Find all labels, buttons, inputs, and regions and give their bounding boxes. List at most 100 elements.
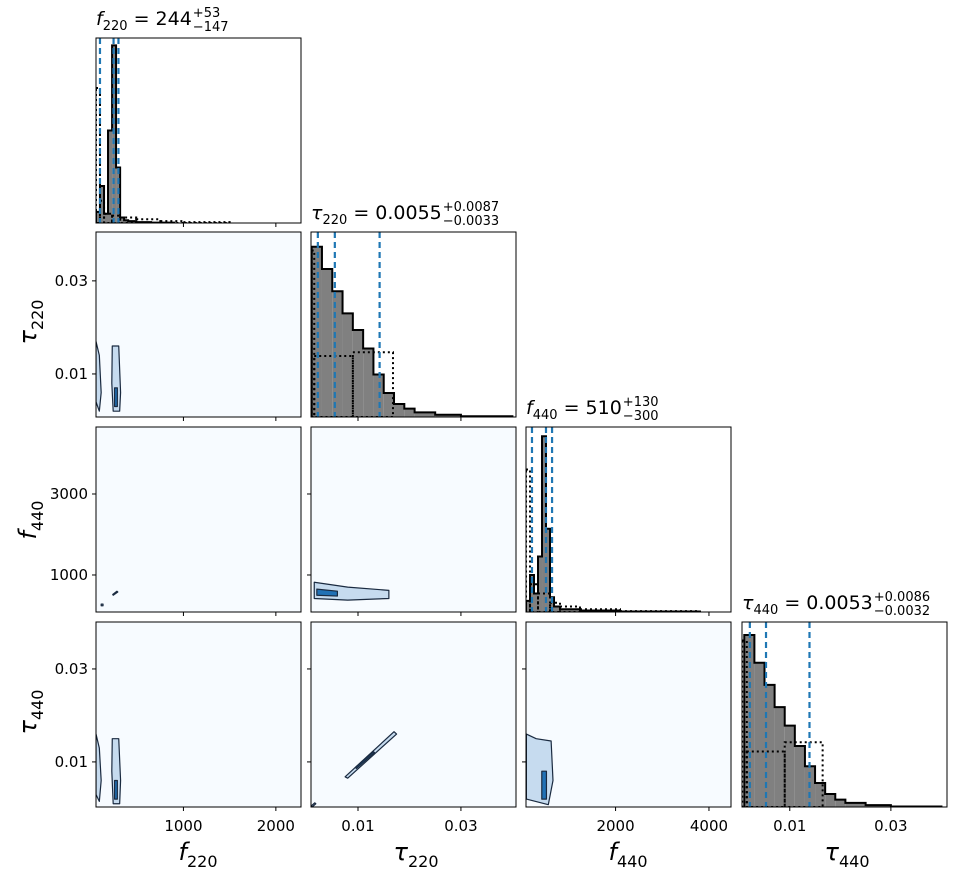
panel-frame xyxy=(525,621,732,808)
hist-bar xyxy=(526,600,531,612)
y-axis-label: f440 xyxy=(14,501,47,540)
title-upper: +0.0086 xyxy=(874,590,930,605)
panel-background xyxy=(526,427,731,612)
subscript: 440 xyxy=(28,501,47,532)
contour xyxy=(113,387,118,408)
panel-frame xyxy=(741,621,948,808)
panel xyxy=(526,427,731,612)
y-tick-label: 0.03 xyxy=(55,660,88,678)
x-tick-label: 0.03 xyxy=(874,817,907,835)
prior-bar xyxy=(526,468,532,612)
subscript: 440 xyxy=(28,690,47,721)
symbol: f xyxy=(526,397,536,419)
hist-bar xyxy=(99,186,105,223)
hist-bar xyxy=(754,662,765,807)
hist-bar xyxy=(530,575,534,612)
contour xyxy=(100,603,104,607)
subscript: 220 xyxy=(408,852,439,871)
contour xyxy=(541,770,548,800)
title-value: = 510 xyxy=(558,397,622,419)
hist-bar xyxy=(108,130,113,223)
hist-bar xyxy=(321,269,333,417)
hist-outline xyxy=(526,435,701,612)
hist-bar xyxy=(545,528,551,612)
panel xyxy=(96,38,301,223)
symbol: τ xyxy=(14,330,42,345)
subscript: 220 xyxy=(28,300,47,331)
panel-background xyxy=(96,232,301,417)
panel-title: τ440 = 0.0053 xyxy=(742,592,873,618)
panel-background xyxy=(96,38,301,223)
panel-frame xyxy=(310,621,517,808)
title-value: = 0.0053 xyxy=(778,592,872,614)
prior-bar xyxy=(783,741,824,807)
x-tick-label: 0.01 xyxy=(773,817,806,835)
contour xyxy=(112,590,119,596)
hist-bar xyxy=(845,802,866,807)
prior-bar xyxy=(311,249,316,417)
y-axis-label: τ220 xyxy=(14,300,47,345)
panel-title: f220 = 244 xyxy=(96,8,192,34)
panel xyxy=(96,232,301,417)
y-tick-label: 3000 xyxy=(50,485,88,503)
panel xyxy=(96,427,301,612)
hist-bar xyxy=(744,634,755,807)
panel-frame xyxy=(95,37,302,224)
panel-frame xyxy=(95,426,302,613)
hist-bar xyxy=(784,725,795,807)
y-tick-label: 1000 xyxy=(50,566,88,584)
symbol: τ xyxy=(394,838,409,866)
panel xyxy=(742,622,947,807)
y-tick-label: 0.01 xyxy=(55,753,88,771)
subscript: 440 xyxy=(533,408,558,423)
title-lower: −300 xyxy=(623,409,659,424)
subscript: 220 xyxy=(187,852,218,871)
subscript: 220 xyxy=(322,213,347,228)
hist-bar xyxy=(104,213,109,223)
panel-frame xyxy=(310,231,517,418)
panel-background xyxy=(96,622,301,807)
hist-bar xyxy=(311,246,322,417)
x-axis-label: f220 xyxy=(179,838,218,871)
hist-bar xyxy=(124,220,129,223)
x-tick-label: 0.03 xyxy=(444,817,477,835)
prior-bar xyxy=(351,351,394,417)
hist-bar xyxy=(394,404,405,417)
x-tick-label: 2000 xyxy=(257,817,295,835)
hist-bar xyxy=(435,414,461,417)
hist-outline xyxy=(96,44,176,223)
symbol: τ xyxy=(825,838,840,866)
panel-background xyxy=(311,622,516,807)
panel xyxy=(311,232,516,417)
hist-bar xyxy=(825,794,836,807)
contour xyxy=(354,751,376,770)
panel-background xyxy=(526,622,731,807)
y-tick-label: 0.03 xyxy=(55,272,88,290)
title-value: = 0.0055 xyxy=(347,202,441,224)
hist-bar xyxy=(112,45,117,223)
symbol: τ xyxy=(742,592,754,614)
panel-title: τ220 = 0.0055 xyxy=(311,202,442,228)
subscript: 440 xyxy=(617,852,648,871)
title-upper: +0.0087 xyxy=(443,200,499,215)
hist-bar xyxy=(533,593,539,612)
hist-bar xyxy=(404,408,415,417)
prior-bar xyxy=(745,750,786,807)
panel-frame xyxy=(95,231,302,418)
hist-bar xyxy=(96,211,100,223)
panel xyxy=(526,622,731,807)
hist-bar xyxy=(794,745,805,807)
hist-bar xyxy=(542,436,546,612)
subscript: 220 xyxy=(103,19,128,34)
hist-bar xyxy=(332,291,343,417)
x-tick-label: 2000 xyxy=(596,817,634,835)
title-value: = 244 xyxy=(128,8,192,30)
title-upper: +53 xyxy=(193,6,220,21)
x-axis-label: τ220 xyxy=(394,838,439,871)
panel xyxy=(311,622,516,807)
title-lower: −0.0033 xyxy=(443,214,499,229)
hist-bar xyxy=(554,606,560,612)
contour xyxy=(96,340,102,412)
title-upper: +130 xyxy=(623,395,659,410)
